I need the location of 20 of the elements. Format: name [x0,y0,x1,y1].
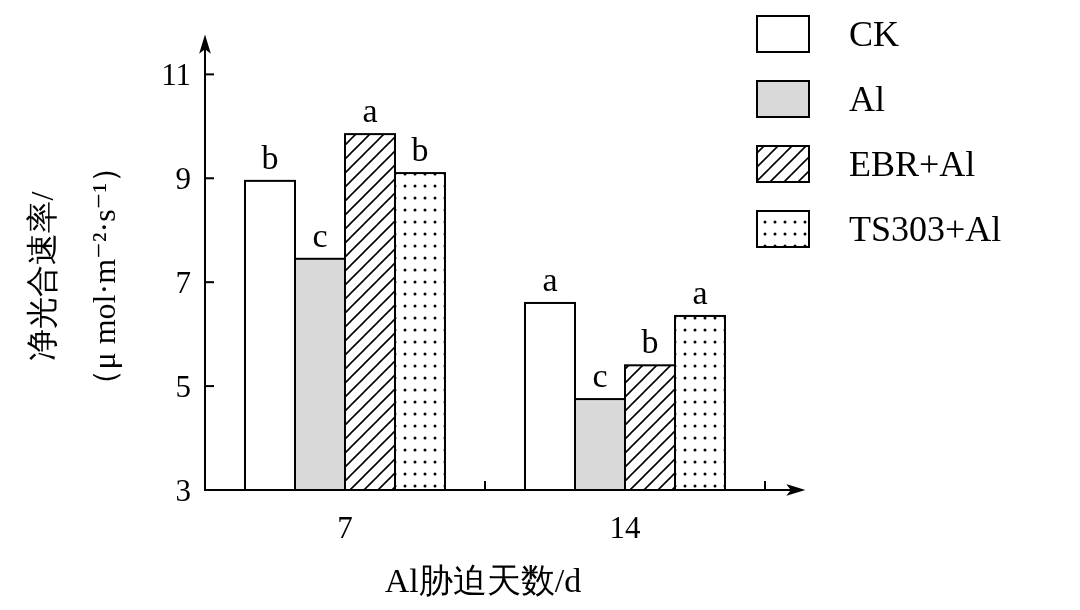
legend-label: CK [849,14,900,54]
data-label: b [641,323,659,361]
y-tick-label: 11 [161,56,191,92]
data-label: b [261,138,279,176]
x-tick-label: 14 [609,510,641,545]
data-label: c [592,357,608,395]
y-tick-label: 5 [175,368,191,404]
data-label: a [692,273,708,311]
data-label: b [411,131,429,169]
y-tick-label: 3 [175,472,191,508]
y-tick-label: 9 [175,160,191,196]
legend-label: TS303+Al [849,209,1002,249]
legend-label: EBR+Al [849,144,976,184]
x-axis-title: Al胁迫天数/d [384,562,582,599]
data-label: a [362,92,378,130]
y-axis-title: 净光合速率/ （μ mol·m⁻²·s⁻¹） [24,150,122,402]
data-label: a [542,260,558,298]
y-tick-label: 7 [175,264,191,300]
legend-label: Al [849,79,885,119]
data-label: c [312,216,328,254]
